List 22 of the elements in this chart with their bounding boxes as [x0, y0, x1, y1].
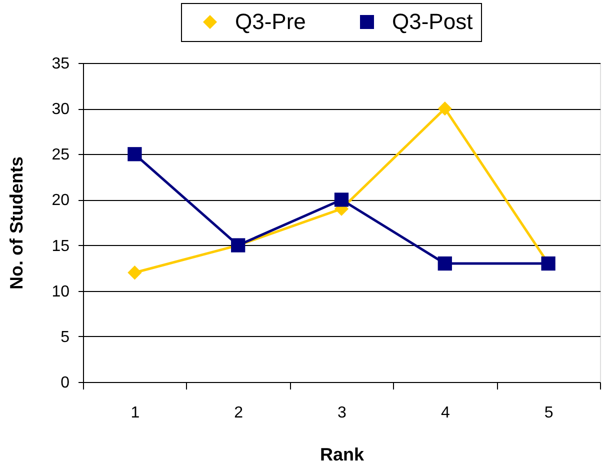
point [128, 266, 142, 280]
point [438, 102, 452, 116]
y-tick-label: 25 [52, 146, 70, 164]
y-axis-title: No. of Students [6, 156, 27, 290]
x-tick-label: 4 [440, 404, 450, 422]
x-axis-title: Rank [320, 444, 365, 464]
x-tick-label: 5 [544, 404, 554, 422]
point [128, 147, 142, 162]
x-tick-label: 2 [234, 404, 244, 422]
y-tick-label: 10 [52, 283, 70, 300]
legend-label: Q3-Pre [235, 9, 306, 34]
y-tick-label: 15 [52, 238, 70, 255]
y-tick-label: 30 [52, 101, 70, 118]
point [438, 256, 452, 271]
y-tick-label: 5 [60, 328, 70, 346]
y-tick-label: 20 [52, 192, 70, 210]
y-tick-label: 0 [60, 374, 70, 392]
x-tick-label: 1 [130, 404, 140, 422]
x-tick-label: 3 [338, 404, 347, 422]
legend-label: Q3-Post [392, 9, 473, 34]
point [334, 192, 349, 207]
y-tick-label: 35 [52, 56, 70, 72]
